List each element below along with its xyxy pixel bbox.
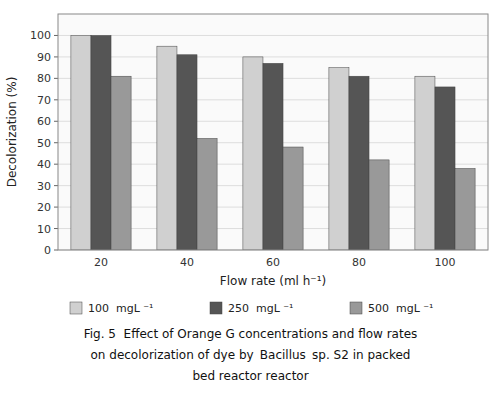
y-tick-label: 0 [44, 244, 51, 257]
x-tick-label: 100 [435, 256, 456, 269]
bar [415, 76, 435, 250]
bars [71, 35, 475, 250]
bar [263, 63, 283, 250]
grid-line [58, 56, 488, 57]
x-tick-label: 60 [266, 256, 280, 269]
bar [349, 76, 369, 250]
bar [243, 57, 263, 250]
chart: 0 10 20 30 40 50 60 70 80 90 100 20 40 60 80 100 Flow ra… [0, 0, 501, 405]
legend-label: 500 mgL ⁻¹ [368, 302, 434, 315]
y-tick-label: 100 [30, 29, 51, 42]
y-tick-label: 60 [37, 115, 51, 128]
y-tick [54, 78, 58, 79]
bar [369, 160, 389, 250]
y-tick [54, 56, 58, 57]
y-tick [54, 142, 58, 143]
bar [157, 46, 177, 250]
y-tick [54, 250, 58, 251]
legend-swatch [210, 302, 222, 314]
y-tick [54, 35, 58, 36]
y-tick-label: 70 [37, 94, 51, 107]
y-tick-label: 20 [37, 201, 51, 214]
bar [177, 55, 197, 250]
caption: Fig. 5 Effect of Orange G concentrations… [84, 327, 418, 383]
plot-frame [58, 14, 488, 250]
y-tick-label: 90 [37, 51, 51, 64]
bar [91, 35, 111, 250]
legend-swatch [350, 302, 362, 314]
bar [455, 168, 475, 250]
bar [283, 147, 303, 250]
x-tick-label: 40 [180, 256, 194, 269]
x-tick-label: 20 [94, 256, 108, 269]
legend-swatch [70, 302, 82, 314]
bar [111, 76, 131, 250]
bar [197, 138, 217, 250]
legend: 100 mgL ⁻¹ 250 mgL ⁻¹ 500 mgL ⁻¹ [70, 302, 434, 315]
legend-label: 100 mgL ⁻¹ [88, 302, 154, 315]
x-axis-label: Flow rate (ml h⁻¹) [220, 274, 326, 288]
grid-line [58, 35, 488, 36]
caption-line: Fig. 5 Effect of Orange G concentrations… [84, 327, 418, 341]
y-tick-label: 30 [37, 180, 51, 193]
y-axis: 0 10 20 30 40 50 60 70 80 90 100 [30, 29, 58, 257]
x-axis: 20 40 60 80 100 [94, 256, 456, 269]
y-tick-label: 10 [37, 223, 51, 236]
y-tick [54, 228, 58, 229]
y-tick [54, 185, 58, 186]
y-axis-label: Decolorization (%) [5, 77, 19, 188]
y-tick [54, 164, 58, 165]
x-tick-label: 80 [352, 256, 366, 269]
bar [435, 87, 455, 250]
plot-background [58, 14, 488, 250]
caption-line: on decolorization of dye by Bacillus sp.… [91, 348, 411, 362]
y-tick [54, 99, 58, 100]
y-tick-label: 80 [37, 72, 51, 85]
y-tick-label: 40 [37, 158, 51, 171]
legend-label: 250 mgL ⁻¹ [228, 302, 294, 315]
caption-line: bed reactor reactor [192, 369, 308, 383]
bar [71, 35, 91, 250]
y-tick-label: 50 [37, 137, 51, 150]
y-tick [54, 121, 58, 122]
grid [58, 35, 488, 250]
bar [329, 68, 349, 250]
y-tick [54, 207, 58, 208]
